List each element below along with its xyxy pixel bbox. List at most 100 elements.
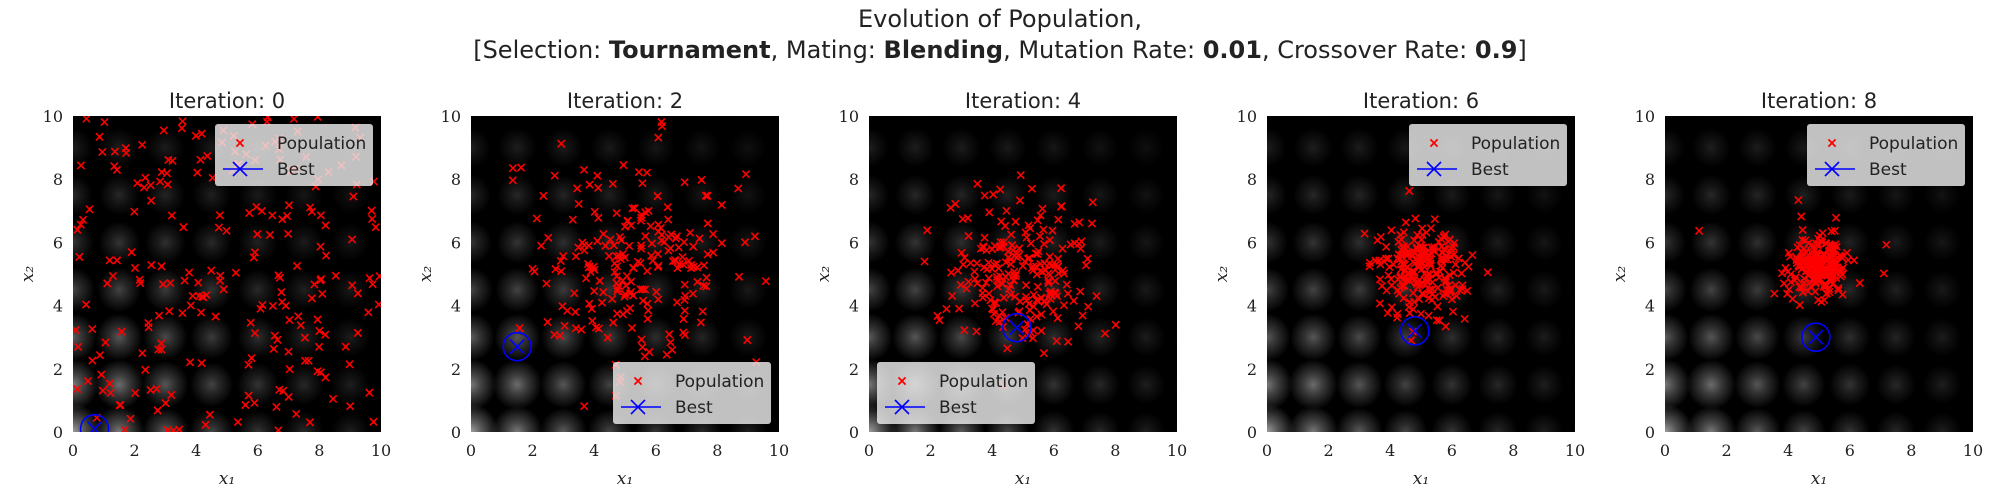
population-point	[703, 250, 712, 259]
population-point	[995, 311, 1004, 321]
best-marker	[1002, 312, 1032, 343]
population-point	[194, 278, 203, 287]
population-point	[282, 211, 292, 221]
x-tick-label: 0	[864, 441, 874, 460]
population-point	[126, 414, 135, 423]
population-point	[193, 168, 202, 177]
legend: Population Best	[613, 362, 771, 424]
population-point	[970, 299, 980, 308]
population-point	[1056, 202, 1066, 211]
population-point	[277, 288, 286, 297]
population-point	[76, 161, 86, 170]
population-point	[672, 298, 682, 307]
population-point	[557, 139, 566, 148]
population-point	[1029, 290, 1038, 300]
population-point	[1365, 261, 1374, 271]
population-point	[199, 292, 208, 302]
x-tick-label: 2	[1324, 441, 1334, 460]
population-point	[966, 258, 975, 268]
population-point	[163, 180, 172, 189]
population-point	[1803, 286, 1813, 296]
population-point	[643, 299, 652, 308]
population-point	[444, 250, 451, 257]
population-point	[542, 279, 551, 288]
population-point	[1812, 239, 1821, 248]
population-point	[1070, 219, 1079, 229]
y-axis-label: x₂	[1212, 266, 1232, 283]
population-point	[970, 267, 979, 276]
y-tick-label: 6	[1645, 233, 1655, 252]
population-point	[920, 257, 929, 266]
population-point	[668, 256, 678, 266]
population-point	[741, 91, 748, 98]
population-point	[1435, 316, 1444, 325]
population-point	[321, 330, 330, 339]
y-axis-label: x₂	[416, 266, 436, 283]
population-point	[1446, 244, 1456, 253]
population-point	[654, 295, 663, 304]
population-point	[1028, 334, 1038, 343]
x-axis-label: x₁	[219, 469, 235, 489]
population-point	[1416, 309, 1426, 319]
population-point	[1031, 249, 1040, 258]
population-point	[1021, 281, 1031, 290]
population-point	[996, 237, 1005, 247]
population-point	[100, 117, 109, 127]
population-point	[105, 256, 114, 265]
population-point	[1016, 171, 1025, 180]
population-point	[610, 267, 619, 277]
population-point	[688, 289, 698, 298]
population-point	[250, 398, 259, 408]
population-point	[347, 281, 357, 290]
legend-population-icon	[1429, 138, 1439, 148]
population-point	[1814, 264, 1824, 273]
x-tick-label: 10	[371, 441, 391, 460]
population-point	[1004, 269, 1013, 278]
x-tick-label: 4	[589, 441, 599, 460]
population-point	[1425, 270, 1435, 279]
fitness-landscape	[869, 116, 1177, 432]
population-point	[307, 294, 317, 303]
y-tick-label: 2	[849, 360, 859, 379]
legend-population-icon	[897, 376, 907, 386]
population-point	[369, 417, 378, 427]
x-tick-label: 6	[253, 441, 263, 460]
population-point	[589, 262, 598, 272]
population-point	[989, 190, 998, 199]
population-point	[604, 251, 614, 261]
population-point	[1006, 259, 1016, 269]
population-point	[133, 178, 142, 188]
population-point	[1006, 281, 1015, 290]
population-point	[515, 323, 524, 333]
population-point	[1421, 276, 1430, 286]
population-point	[1411, 254, 1421, 263]
population-point	[1053, 262, 1063, 271]
population-point	[185, 358, 195, 367]
legend-population-label: Population	[1869, 134, 1958, 154]
population-point	[636, 241, 646, 250]
population-point	[331, 271, 340, 280]
population-point	[180, 276, 189, 285]
best-marker	[79, 414, 110, 432]
legend-best-label: Best	[1471, 160, 1509, 180]
population-point	[653, 191, 662, 201]
population-point	[108, 271, 118, 281]
population-point	[1821, 264, 1830, 274]
population-point	[1400, 250, 1410, 259]
population-point	[1454, 254, 1463, 263]
legend-population-label: Population	[675, 372, 764, 392]
x-axis-label: x₁	[1015, 469, 1031, 489]
population-point	[1430, 246, 1439, 256]
population-point	[1441, 275, 1451, 285]
title-part-8: ]	[1517, 36, 1527, 64]
legend-population-icon	[235, 138, 245, 148]
population-point	[1045, 235, 1055, 245]
population-point	[252, 202, 261, 212]
population-point	[960, 325, 969, 335]
population-point	[972, 259, 982, 268]
population-point	[146, 196, 156, 205]
population-point	[1403, 250, 1412, 259]
legend: Population Best	[1409, 124, 1567, 186]
population-point	[154, 345, 163, 354]
population-point	[580, 402, 589, 411]
